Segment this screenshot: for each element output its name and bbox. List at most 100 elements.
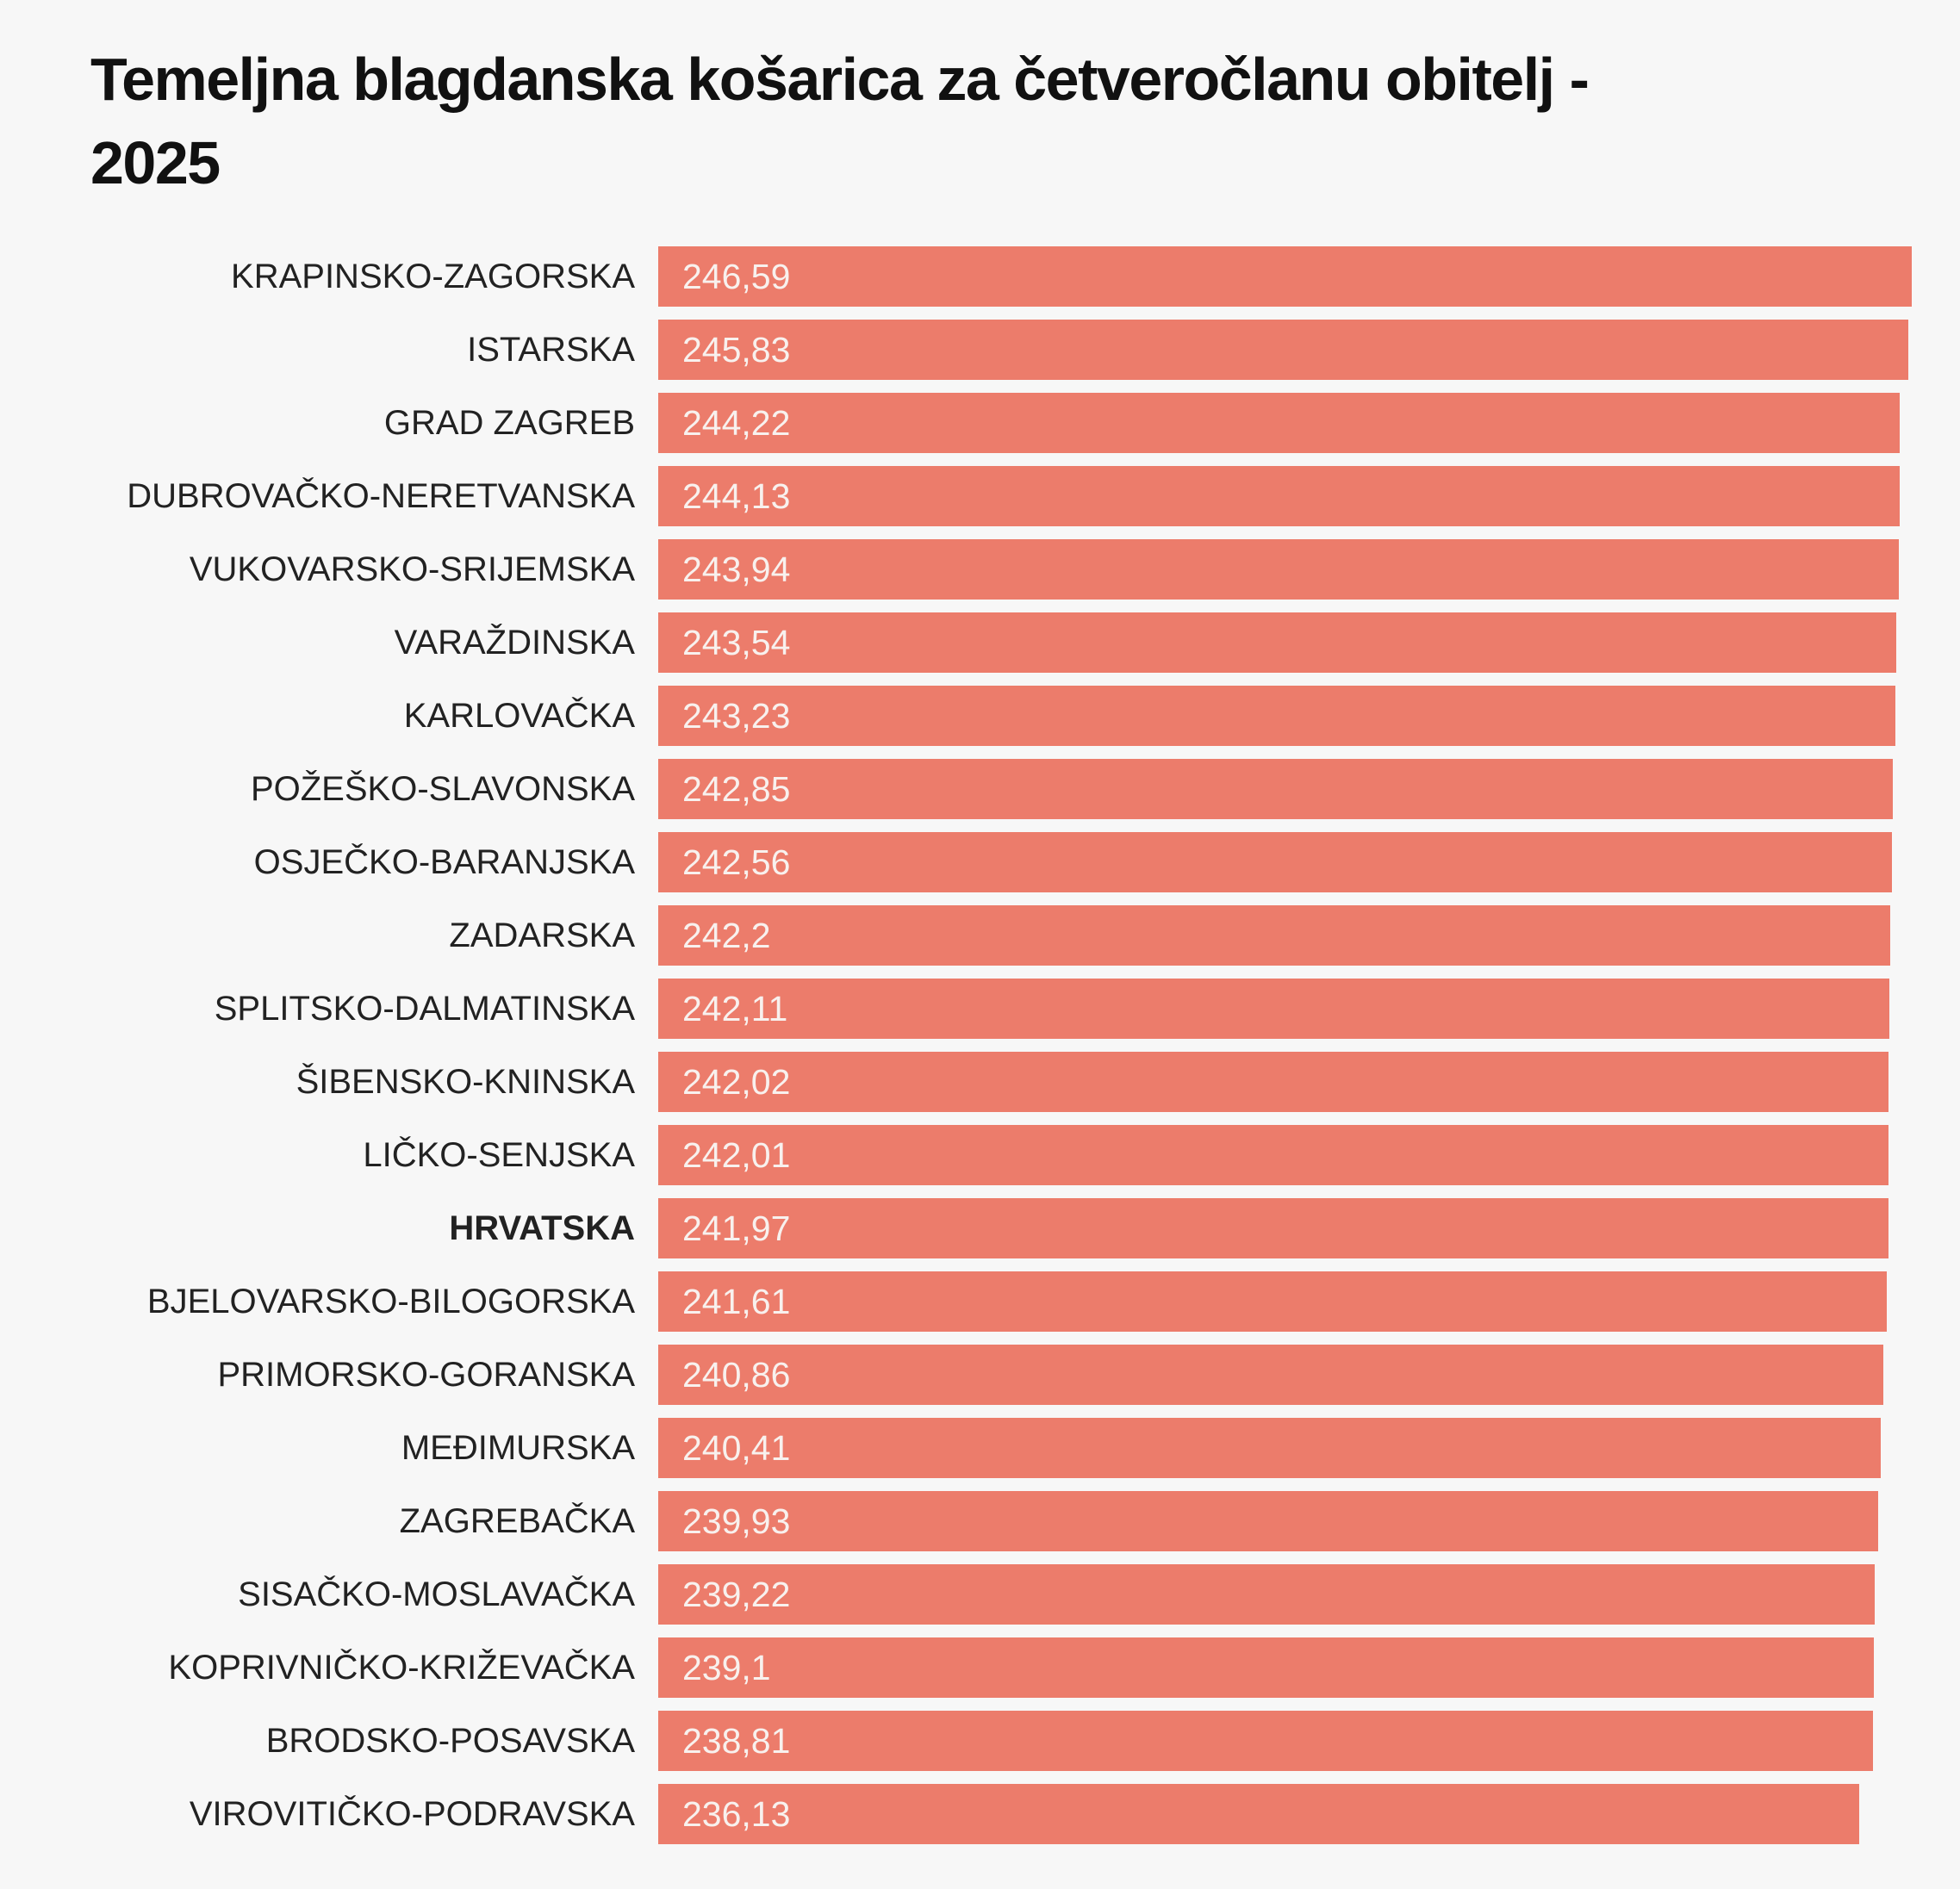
category-label: LIČKO-SENJSKA xyxy=(363,1136,635,1174)
value-label: 238,81 xyxy=(682,1720,791,1761)
value-bar: 239,93 xyxy=(658,1491,1879,1551)
bar-track: 244,22 xyxy=(658,393,1960,453)
value-bar: 242,85 xyxy=(658,759,1894,819)
category-label: KOPRIVNIČKO-KRIŽEVAČKA xyxy=(168,1649,635,1687)
chart-title-line2: 2025 xyxy=(90,129,221,196)
category-label: ŠIBENSKO-KNINSKA xyxy=(296,1063,635,1101)
bar-track: 242,11 xyxy=(658,979,1960,1039)
value-label: 239,1 xyxy=(682,1647,771,1687)
category-label: VIROVITIČKO-PODRAVSKA xyxy=(189,1795,635,1833)
bar-track: 236,13 xyxy=(658,1784,1960,1844)
value-bar: 240,41 xyxy=(658,1418,1881,1478)
value-bar: 243,54 xyxy=(658,612,1897,673)
bar-row: ISTARSKA 245,83 xyxy=(0,320,1960,380)
bar-track: 240,86 xyxy=(658,1345,1960,1405)
bar-track: 244,13 xyxy=(658,466,1960,526)
bar-row: GRAD ZAGREB 244,22 xyxy=(0,393,1960,453)
category-label: SPLITSKO-DALMATINSKA xyxy=(214,990,635,1028)
bar-track: 246,59 xyxy=(658,246,1960,307)
value-bar: 242,02 xyxy=(658,1052,1889,1112)
value-label: 242,11 xyxy=(682,988,788,1028)
value-bar: 240,86 xyxy=(658,1345,1883,1405)
value-bar: 242,2 xyxy=(658,905,1890,966)
category-label: BRODSKO-POSAVSKA xyxy=(265,1722,635,1760)
value-bar: 241,97 xyxy=(658,1198,1889,1258)
value-label: 243,23 xyxy=(682,695,791,736)
bar-row: VARAŽDINSKA 243,54 xyxy=(0,612,1960,673)
value-label: 242,2 xyxy=(682,915,771,955)
category-label: VUKOVARSKO-SRIJEMSKA xyxy=(189,550,635,588)
bar-row: HRVATSKA 241,97 xyxy=(0,1198,1960,1258)
category-label: ZAGREBAČKA xyxy=(399,1502,635,1540)
bar-track: 245,83 xyxy=(658,320,1960,380)
bar-row: SPLITSKO-DALMATINSKA 242,11 xyxy=(0,979,1960,1039)
bar-track: 242,85 xyxy=(658,759,1960,819)
value-bar: 243,94 xyxy=(658,539,1899,600)
value-bar: 239,22 xyxy=(658,1564,1876,1625)
value-bar: 243,23 xyxy=(658,686,1895,746)
bar-track: 243,54 xyxy=(658,612,1960,673)
bar-row: KOPRIVNIČKO-KRIŽEVAČKA 239,1 xyxy=(0,1637,1960,1698)
value-label: 246,59 xyxy=(682,256,791,296)
value-bar: 242,01 xyxy=(658,1125,1889,1185)
category-label: ZADARSKA xyxy=(449,917,635,954)
value-bar: 245,83 xyxy=(658,320,1908,380)
value-bar: 244,22 xyxy=(658,393,1901,453)
category-label: KARLOVAČKA xyxy=(403,697,635,735)
value-bar: 242,56 xyxy=(658,832,1892,892)
bar-row: ŠIBENSKO-KNINSKA 242,02 xyxy=(0,1052,1960,1112)
bar-row: OSJEČKO-BARANJSKA 242,56 xyxy=(0,832,1960,892)
bar-track: 242,56 xyxy=(658,832,1960,892)
value-bar: 242,11 xyxy=(658,979,1889,1039)
bar-track: 241,61 xyxy=(658,1271,1960,1332)
value-bar: 238,81 xyxy=(658,1711,1873,1771)
bar-track: 239,93 xyxy=(658,1491,1960,1551)
bar-row: ZAGREBAČKA 239,93 xyxy=(0,1491,1960,1551)
bar-track: 242,01 xyxy=(658,1125,1960,1185)
value-label: 243,94 xyxy=(682,549,791,589)
value-bar: 236,13 xyxy=(658,1784,1859,1844)
value-label: 240,41 xyxy=(682,1427,791,1468)
value-bar: 244,13 xyxy=(658,466,1900,526)
category-label: BJELOVARSKO-BILOGORSKA xyxy=(146,1283,635,1320)
value-label: 242,56 xyxy=(682,842,791,882)
category-label: GRAD ZAGREB xyxy=(383,404,635,442)
value-bar: 246,59 xyxy=(658,246,1913,307)
value-label: 242,02 xyxy=(682,1061,791,1102)
category-label: PRIMORSKO-GORANSKA xyxy=(217,1356,635,1394)
value-label: 243,54 xyxy=(682,622,791,662)
bar-track: 239,22 xyxy=(658,1564,1960,1625)
category-label: POŽEŠKO-SLAVONSKA xyxy=(250,770,635,808)
bar-track: 239,1 xyxy=(658,1637,1960,1698)
bar-row: KRAPINSKO-ZAGORSKA 246,59 xyxy=(0,246,1960,307)
category-label: HRVATSKA xyxy=(449,1209,635,1247)
bar-row: ZADARSKA 242,2 xyxy=(0,905,1960,966)
category-label: SISAČKO-MOSLAVAČKA xyxy=(238,1575,635,1613)
value-label: 240,86 xyxy=(682,1354,791,1395)
value-label: 242,01 xyxy=(682,1134,791,1175)
bar-chart: KRAPINSKO-ZAGORSKA 246,59 ISTARSKA 245,8… xyxy=(0,246,1960,1844)
bar-row: PRIMORSKO-GORANSKA 240,86 xyxy=(0,1345,1960,1405)
value-label: 241,61 xyxy=(682,1281,791,1321)
bar-track: 238,81 xyxy=(658,1711,1960,1771)
category-label: OSJEČKO-BARANJSKA xyxy=(253,843,635,881)
value-label: 245,83 xyxy=(682,329,791,370)
category-label: KRAPINSKO-ZAGORSKA xyxy=(231,258,635,295)
bar-track: 242,2 xyxy=(658,905,1960,966)
chart-title-line1: Temeljna blagdanska košarica za četveroč… xyxy=(90,46,1590,113)
bar-row: POŽEŠKO-SLAVONSKA 242,85 xyxy=(0,759,1960,819)
bar-row: LIČKO-SENJSKA 242,01 xyxy=(0,1125,1960,1185)
value-label: 239,93 xyxy=(682,1501,791,1541)
bar-track: 241,97 xyxy=(658,1198,1960,1258)
value-label: 239,22 xyxy=(682,1574,791,1614)
value-label: 244,13 xyxy=(682,475,791,516)
bar-row: DUBROVAČKO-NERETVANSKA 244,13 xyxy=(0,466,1960,526)
chart-title: Temeljna blagdanska košarica za četveroč… xyxy=(0,0,1960,205)
bar-row: VUKOVARSKO-SRIJEMSKA 243,94 xyxy=(0,539,1960,600)
bar-row: BJELOVARSKO-BILOGORSKA 241,61 xyxy=(0,1271,1960,1332)
bar-row: KARLOVAČKA 243,23 xyxy=(0,686,1960,746)
bar-track: 243,94 xyxy=(658,539,1960,600)
value-bar: 239,1 xyxy=(658,1637,1875,1698)
value-bar: 241,61 xyxy=(658,1271,1888,1332)
